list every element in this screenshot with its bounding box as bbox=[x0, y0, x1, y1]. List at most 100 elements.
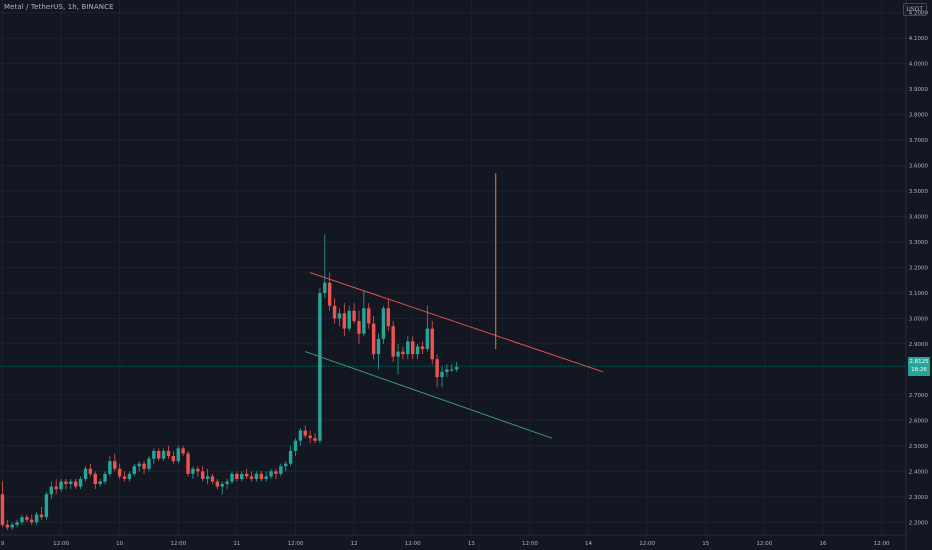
candle-body bbox=[89, 469, 92, 474]
candle-body bbox=[25, 517, 28, 520]
candle-body bbox=[406, 341, 409, 354]
y-tick-label: 3.8000 bbox=[909, 113, 929, 119]
y-tick-label: 4.1000 bbox=[909, 36, 929, 42]
candle-body bbox=[142, 464, 145, 469]
x-tick-label: 12 bbox=[351, 541, 358, 547]
candle-body bbox=[11, 525, 14, 528]
y-tick-label: 2.2000 bbox=[909, 520, 929, 526]
candle-body bbox=[445, 369, 448, 372]
candle-body bbox=[54, 487, 57, 490]
x-tick-label: 15 bbox=[702, 541, 709, 547]
candle-body bbox=[274, 471, 277, 474]
x-tick-label: 12:00 bbox=[756, 541, 772, 547]
candle-body bbox=[74, 482, 77, 487]
candle-body bbox=[50, 487, 53, 495]
last-price-value: 2.8125 bbox=[908, 358, 930, 366]
y-tick-label: 2.4000 bbox=[909, 469, 929, 475]
candle-body bbox=[269, 471, 272, 476]
y-tick-label: 2.9000 bbox=[909, 342, 929, 348]
candle-body bbox=[294, 441, 297, 451]
candle-body bbox=[133, 466, 136, 474]
candle-body bbox=[103, 474, 106, 482]
candle-body bbox=[343, 313, 346, 328]
candle-body bbox=[264, 476, 267, 479]
candle-body bbox=[372, 324, 375, 355]
x-tick-label: 12:00 bbox=[639, 541, 655, 547]
candle-body bbox=[15, 522, 18, 525]
candle-body bbox=[362, 308, 365, 333]
candle-body bbox=[318, 293, 321, 441]
candle-body bbox=[201, 471, 204, 479]
candle-body bbox=[416, 346, 419, 354]
candle-body bbox=[382, 308, 385, 339]
candle-body bbox=[221, 484, 224, 487]
candle-body bbox=[30, 520, 33, 523]
candle-body bbox=[450, 369, 453, 370]
candle-body bbox=[128, 474, 131, 479]
candle-body bbox=[411, 341, 414, 354]
x-tick-label: 13 bbox=[468, 541, 475, 547]
candle-body bbox=[289, 451, 292, 464]
candle-body bbox=[162, 451, 165, 459]
candle-body bbox=[421, 346, 424, 349]
candle-body bbox=[123, 476, 126, 479]
candle-body bbox=[338, 313, 341, 318]
candle-body bbox=[240, 474, 243, 479]
candle-body bbox=[245, 474, 248, 477]
candle-body bbox=[35, 515, 38, 523]
candle-body bbox=[177, 448, 180, 461]
x-tick-label: 12:00 bbox=[405, 541, 421, 547]
candle-body bbox=[440, 372, 443, 377]
candle-body bbox=[313, 438, 316, 441]
candle-body bbox=[250, 476, 253, 479]
countdown-timer: 18:26 bbox=[908, 366, 930, 374]
y-tick-label: 3.9000 bbox=[909, 87, 929, 93]
candle-body bbox=[69, 482, 72, 485]
candle-body bbox=[216, 482, 219, 487]
y-tick-label: 3.2000 bbox=[909, 266, 929, 272]
candle-body bbox=[391, 326, 394, 357]
y-tick-label: 2.7000 bbox=[909, 393, 929, 399]
x-tick-label: 12:00 bbox=[170, 541, 186, 547]
candle-body bbox=[40, 515, 43, 518]
candle-body bbox=[157, 451, 160, 459]
candle-body bbox=[6, 525, 9, 528]
candle-body bbox=[328, 283, 331, 306]
candle-body bbox=[64, 482, 67, 485]
y-tick-label: 3.4000 bbox=[909, 215, 929, 221]
candle-body bbox=[255, 474, 258, 479]
y-tick-label: 2.5000 bbox=[909, 444, 929, 450]
x-tick-label: 12:00 bbox=[522, 541, 538, 547]
candle-body bbox=[98, 482, 101, 485]
candle-body bbox=[118, 469, 121, 477]
candle-body bbox=[426, 329, 429, 349]
candle-body bbox=[431, 329, 434, 360]
x-tick-label: 12:00 bbox=[53, 541, 69, 547]
candle-body bbox=[333, 306, 336, 319]
candle-body bbox=[84, 469, 87, 479]
last-price-tag: 2.8125 18:26 bbox=[908, 357, 930, 376]
candle-body bbox=[323, 283, 326, 293]
candle-body bbox=[225, 482, 228, 485]
y-tick-label: 4.0000 bbox=[909, 62, 929, 68]
y-tick-label: 2.3000 bbox=[909, 495, 929, 501]
candle-body bbox=[304, 431, 307, 436]
symbol-title: Metal / TetherUS, 1h, BINANCE bbox=[4, 3, 114, 11]
candle-body bbox=[260, 474, 263, 479]
candle-body bbox=[299, 431, 302, 441]
candle-body bbox=[396, 352, 399, 357]
candle-body bbox=[147, 459, 150, 469]
x-tick-label: 16 bbox=[819, 541, 826, 547]
candle-body bbox=[235, 474, 238, 479]
candle-body bbox=[211, 476, 214, 481]
currency-button[interactable]: USDT bbox=[903, 3, 928, 16]
candle-body bbox=[191, 469, 194, 474]
candle-body bbox=[230, 474, 233, 482]
candle-body bbox=[45, 494, 48, 517]
candle-body bbox=[352, 311, 355, 321]
candle-body bbox=[1, 494, 4, 525]
y-tick-label: 3.0000 bbox=[909, 316, 929, 322]
candle-body bbox=[167, 451, 170, 456]
candle-body bbox=[308, 436, 311, 439]
